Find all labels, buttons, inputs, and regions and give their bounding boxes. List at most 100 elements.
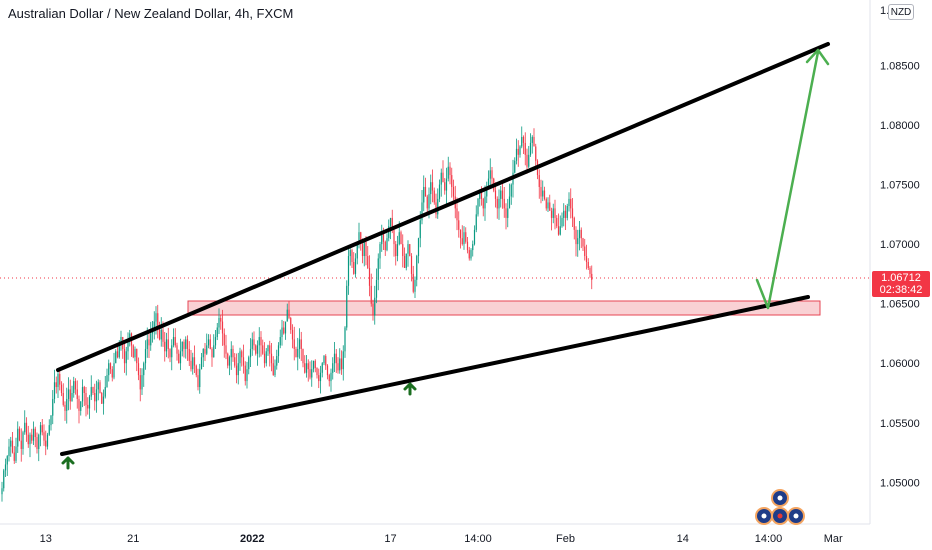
candle-body bbox=[421, 202, 423, 221]
candle-body bbox=[8, 446, 10, 457]
candle-body bbox=[487, 178, 490, 187]
candle-body bbox=[76, 389, 78, 399]
candle-body bbox=[137, 363, 140, 376]
pivot-arrow-icon-1 bbox=[61, 456, 75, 470]
candle-body bbox=[559, 226, 561, 235]
candle-body bbox=[286, 309, 288, 322]
candle-body bbox=[15, 446, 17, 461]
current-price-value: 1.06712 bbox=[881, 272, 921, 284]
candle-body bbox=[80, 401, 82, 411]
candle-body bbox=[484, 196, 486, 209]
candle-body bbox=[31, 434, 33, 441]
candle-body bbox=[391, 217, 393, 230]
candle-body bbox=[111, 369, 113, 378]
candle-body bbox=[393, 229, 395, 245]
candle-body bbox=[396, 244, 399, 257]
candle-body bbox=[508, 196, 511, 209]
candle-body bbox=[402, 244, 404, 257]
candle-body bbox=[482, 198, 484, 209]
candle-body bbox=[144, 348, 147, 364]
candle-body bbox=[62, 393, 64, 405]
currency-badge[interactable]: NZD bbox=[888, 4, 914, 20]
candle-body bbox=[514, 160, 516, 173]
candle-body bbox=[323, 356, 325, 364]
candle-body bbox=[342, 351, 344, 370]
candle-body bbox=[398, 232, 400, 245]
candle-body bbox=[188, 348, 190, 361]
time-tick-label: 21 bbox=[127, 533, 139, 545]
price-axis: 1.05000 1.05500 1.06000 1.06500 1.07000 1.075… bbox=[880, 5, 920, 489]
candle-body bbox=[116, 351, 119, 358]
candle-body bbox=[239, 351, 241, 364]
price-tick-label: 1.08000 bbox=[880, 120, 920, 132]
candle-body bbox=[566, 206, 568, 218]
candle-body bbox=[332, 363, 334, 373]
candle-body bbox=[232, 348, 234, 358]
candle-body bbox=[452, 186, 455, 197]
candle-body bbox=[213, 345, 215, 358]
candle-body bbox=[466, 241, 469, 251]
lower-trendline[interactable] bbox=[60, 295, 810, 456]
candle-body bbox=[290, 317, 292, 330]
candle-body bbox=[32, 428, 35, 441]
candle-body bbox=[67, 389, 70, 399]
candle-body bbox=[540, 186, 542, 197]
projection-arrow[interactable] bbox=[755, 50, 820, 310]
candle-body bbox=[237, 363, 239, 376]
candle-body bbox=[169, 348, 171, 358]
candle-body bbox=[83, 387, 85, 393]
candle-body bbox=[118, 345, 120, 358]
candle-body bbox=[328, 375, 330, 382]
candle-body bbox=[211, 348, 213, 358]
candle-body bbox=[437, 198, 439, 215]
candle-body bbox=[235, 365, 238, 376]
candle-body bbox=[370, 285, 372, 304]
candle-body bbox=[172, 337, 175, 346]
candle-body bbox=[500, 190, 502, 199]
support-resistance-zone[interactable] bbox=[187, 300, 821, 316]
candle-body bbox=[587, 262, 589, 268]
time-axis: 13 21 2022 17 14:00 Feb 14 14:00 Mar bbox=[40, 533, 843, 545]
candle-body bbox=[459, 229, 462, 239]
candle-body bbox=[494, 190, 497, 199]
candle-body bbox=[379, 244, 381, 259]
candle-body bbox=[395, 244, 397, 257]
candle-body bbox=[431, 182, 434, 191]
candle-body bbox=[192, 357, 194, 370]
candle-body bbox=[564, 210, 567, 218]
candle-body bbox=[167, 339, 169, 349]
candle-body bbox=[18, 428, 21, 441]
candle-body bbox=[321, 363, 323, 373]
candle-body bbox=[543, 190, 546, 199]
candle-body bbox=[113, 363, 115, 378]
candle-body bbox=[325, 356, 327, 366]
candle-body bbox=[197, 375, 199, 388]
candle-body bbox=[477, 198, 479, 215]
candle-body bbox=[20, 440, 22, 449]
candle-body bbox=[570, 198, 572, 209]
price-tick-label: 1. bbox=[880, 5, 889, 17]
candle-body bbox=[542, 190, 544, 197]
upper-trendline[interactable] bbox=[56, 42, 830, 372]
candle-body bbox=[529, 142, 532, 155]
candle-body bbox=[115, 351, 117, 364]
candle-body bbox=[185, 339, 187, 349]
candle-body bbox=[206, 345, 208, 354]
candle-body bbox=[78, 398, 80, 411]
candle-body bbox=[148, 339, 150, 346]
candle-body bbox=[276, 356, 278, 366]
candle-body bbox=[449, 166, 451, 176]
candle-body bbox=[234, 357, 236, 366]
candle-body bbox=[358, 232, 360, 245]
candle-body bbox=[227, 353, 229, 366]
candle-body bbox=[241, 351, 243, 358]
candle-body bbox=[265, 351, 267, 364]
candle-body bbox=[143, 363, 145, 376]
candle-body bbox=[59, 373, 61, 385]
candle-body bbox=[186, 339, 189, 349]
candle-body bbox=[176, 345, 178, 354]
candle-body bbox=[403, 256, 406, 268]
candle-body bbox=[225, 345, 227, 354]
candle-body bbox=[71, 393, 73, 402]
